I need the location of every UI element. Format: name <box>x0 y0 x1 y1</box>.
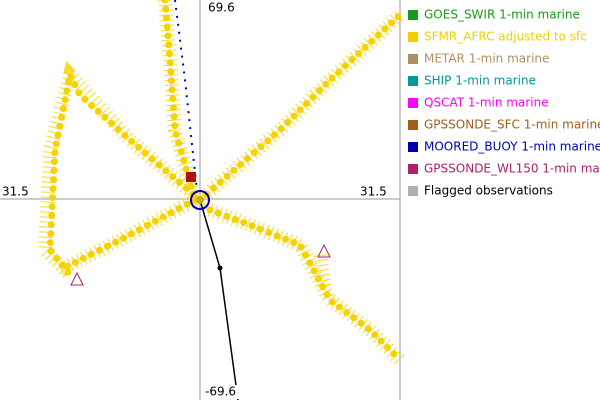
label-bg <box>204 1 236 15</box>
legend-label: QSCAT 1-min marine <box>424 96 549 110</box>
tracks <box>37 0 405 400</box>
barbs <box>207 203 405 365</box>
axis-label-left: 31.5 <box>2 185 29 199</box>
obs-dots <box>56 196 199 274</box>
legend-swatch <box>408 186 418 196</box>
label-bg <box>203 385 241 399</box>
legend-label: GOES_SWIR 1-min marine <box>424 8 580 22</box>
obs-dots <box>196 11 404 204</box>
barbs <box>158 0 202 202</box>
legend: GOES_SWIR 1-min marine SFMR_AFRC adjusted… <box>408 8 600 198</box>
triangle <box>70 271 84 286</box>
center-marker <box>196 196 204 204</box>
buoy-marker <box>190 190 210 210</box>
legend-label: MOORED_BUOY 1-min marine <box>424 140 600 154</box>
obs-dots <box>46 64 204 279</box>
legend-swatch <box>408 10 418 20</box>
obs-dots <box>206 206 404 364</box>
track-point <box>217 265 223 271</box>
barbs <box>56 193 199 277</box>
legend-swatch <box>408 120 418 130</box>
axis-label-bottom: -69.6 <box>205 385 236 399</box>
buoy-barbs <box>174 0 199 201</box>
obs-dots <box>161 0 199 204</box>
red-marker <box>186 172 196 182</box>
legend-label: GPSSONDE_SFC 1-min marine <box>424 118 600 132</box>
legend-label: GPSSONDE_WL150 1-min mar <box>424 162 600 176</box>
axis-label-top: 69.6 <box>208 1 235 15</box>
legend-label: SFMR_AFRC adjusted to sfc <box>424 30 587 44</box>
legend-label: METAR 1-min marine <box>424 52 549 66</box>
legend-swatch <box>408 76 418 86</box>
legend-label: Flagged observations <box>424 184 553 198</box>
black-track <box>199 199 239 400</box>
legend-swatch <box>408 32 418 42</box>
legend-swatch <box>408 164 418 174</box>
legend-swatch <box>408 54 418 64</box>
triangle <box>317 243 331 258</box>
barbs <box>313 254 332 291</box>
legend-swatch <box>408 142 418 152</box>
legend-label: SHIP 1-min marine <box>424 74 536 88</box>
axis-label-right: 31.5 <box>360 185 387 199</box>
legend-swatch <box>408 98 418 108</box>
